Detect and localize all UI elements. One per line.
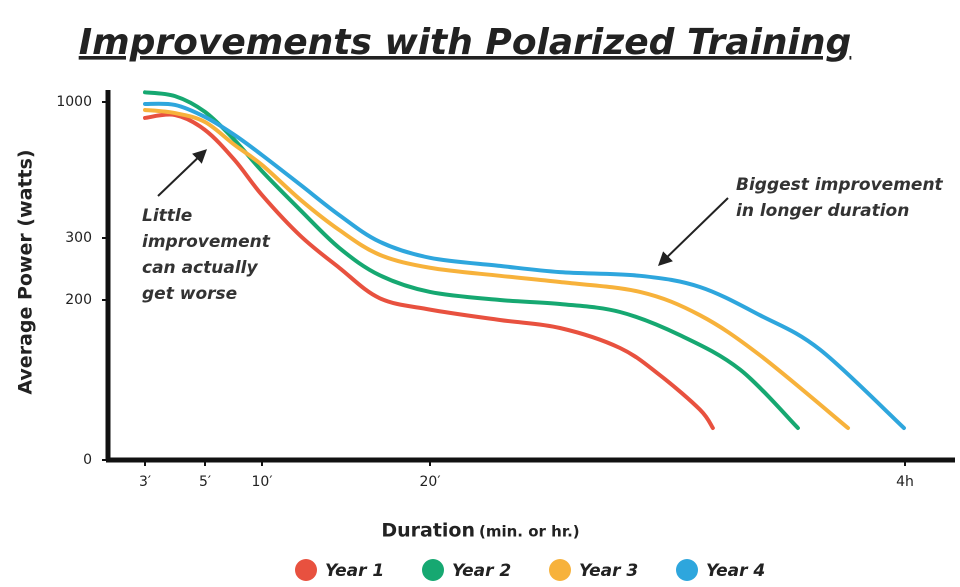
- legend-label: Year 3: [579, 561, 638, 581]
- x-axis-label: Duration: [381, 520, 475, 542]
- series-line: [143, 101, 906, 430]
- legend-swatch: [549, 559, 571, 581]
- y-tick-label: 0: [83, 452, 92, 468]
- annotation: Little: [142, 206, 192, 226]
- legend-label: Year 1: [325, 561, 384, 581]
- y-axis-label: Average Power (watts): [15, 149, 37, 394]
- chart-title: Improvements with Polarized Training: [79, 22, 852, 63]
- legend-label: Year 4: [706, 561, 765, 581]
- x-tick-label: 4h: [896, 474, 914, 490]
- legend-swatch: [676, 559, 698, 581]
- series-line: [143, 112, 715, 430]
- y-tick-label: 200: [65, 292, 92, 308]
- legend-swatch: [422, 559, 444, 581]
- annotation: improvement: [142, 232, 271, 252]
- annotation: get worse: [142, 284, 237, 304]
- annotation-arrow: [657, 197, 729, 266]
- y-tick-label: 1000: [56, 94, 92, 110]
- x-tick-label: 10′: [252, 474, 273, 490]
- annotation: Biggest improvement: [736, 175, 944, 195]
- annotation: in longer duration: [736, 201, 909, 221]
- annotation-arrow: [157, 149, 208, 197]
- y-tick-label: 300: [65, 230, 92, 246]
- legend-swatch: [295, 559, 317, 581]
- annotation: can actually: [142, 258, 258, 278]
- x-tick-label: 20′: [420, 474, 441, 490]
- series-line: [143, 107, 850, 430]
- x-axis-note: (min. or hr.): [479, 523, 580, 541]
- x-tick-label: 5′: [199, 474, 211, 490]
- x-tick-label: 3′: [139, 474, 151, 490]
- legend-label: Year 2: [452, 561, 511, 581]
